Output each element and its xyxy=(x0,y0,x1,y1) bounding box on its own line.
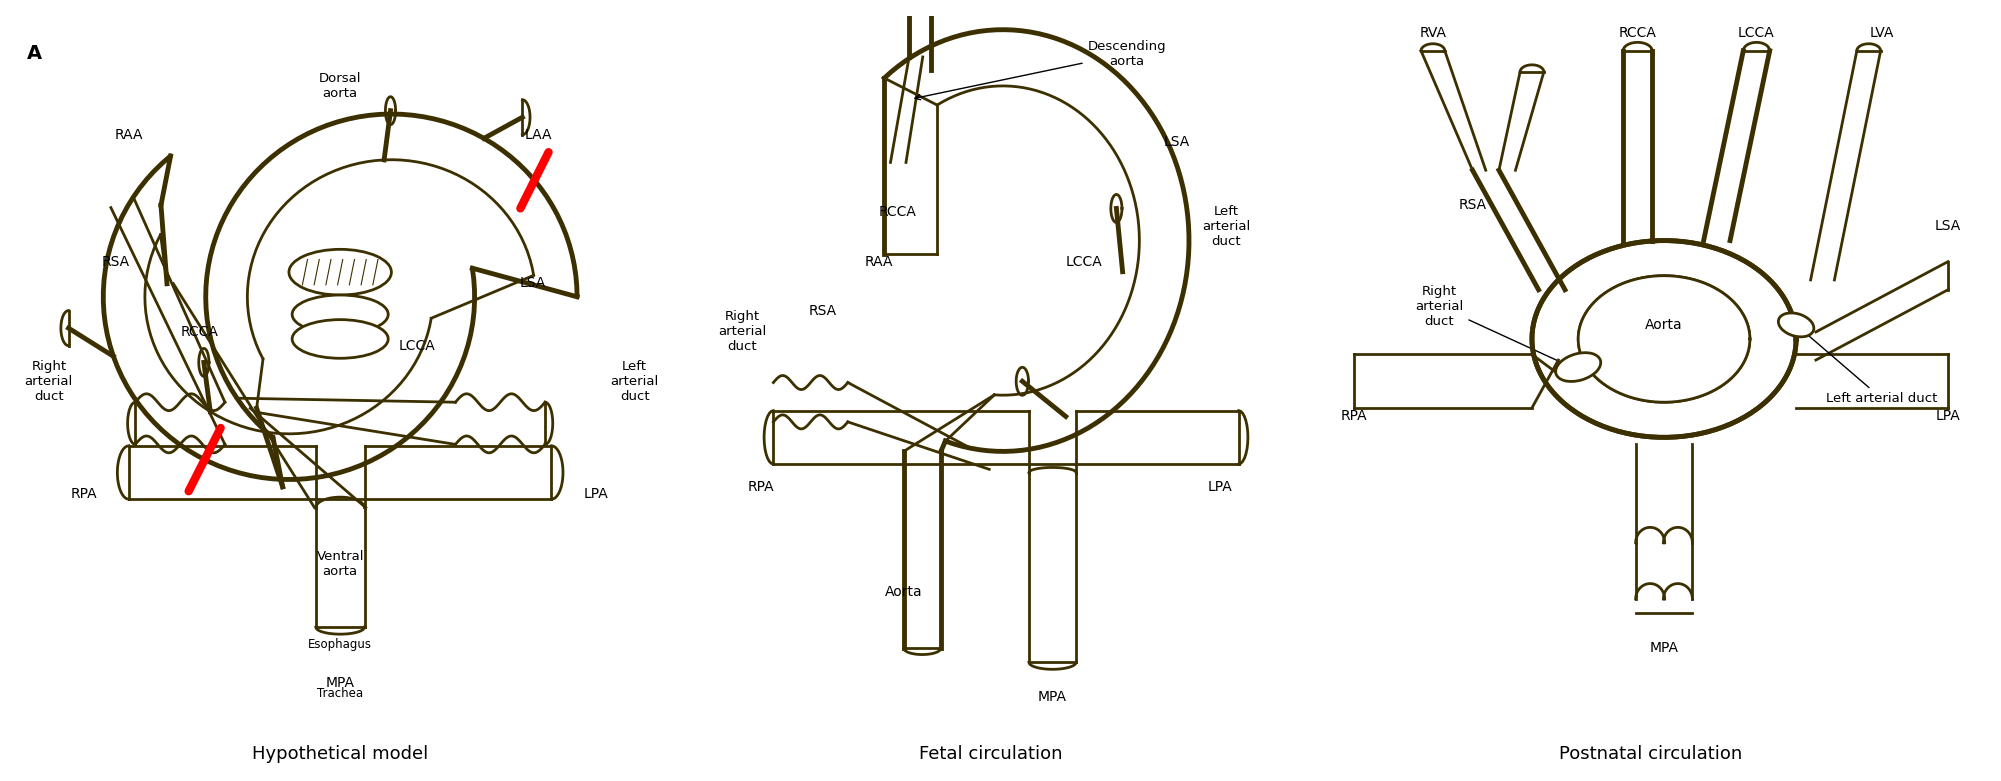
Text: Dorsal
aorta: Dorsal aorta xyxy=(318,72,362,100)
Text: Right
arterial
duct: Right arterial duct xyxy=(24,359,72,403)
Text: RCCA: RCCA xyxy=(1619,27,1657,40)
Text: A: A xyxy=(26,44,42,62)
Text: Left
arterial
duct: Left arterial duct xyxy=(610,359,658,403)
Text: RVA: RVA xyxy=(1419,27,1447,40)
Ellipse shape xyxy=(288,249,392,295)
Text: Left arterial duct: Left arterial duct xyxy=(1799,328,1937,405)
Text: LCCA: LCCA xyxy=(1065,255,1103,269)
Text: RCCA: RCCA xyxy=(180,325,218,339)
Text: Ventral
aorta: Ventral aorta xyxy=(316,550,364,578)
Text: Hypothetical model: Hypothetical model xyxy=(252,744,428,763)
Text: RSA: RSA xyxy=(102,255,130,269)
Text: RPA: RPA xyxy=(748,480,774,494)
Text: Descending
aorta: Descending aorta xyxy=(914,40,1167,100)
Text: Aorta: Aorta xyxy=(884,585,922,599)
Text: RAA: RAA xyxy=(864,255,892,269)
Text: Trachea: Trachea xyxy=(316,687,364,701)
Text: LAA: LAA xyxy=(524,128,552,142)
Text: LPA: LPA xyxy=(1935,409,1961,423)
Text: RAA: RAA xyxy=(114,128,144,142)
Ellipse shape xyxy=(292,295,388,333)
Text: Aorta: Aorta xyxy=(1645,318,1683,332)
Text: MPA: MPA xyxy=(326,676,354,690)
Text: RPA: RPA xyxy=(70,487,98,501)
Text: Right
arterial
duct: Right arterial duct xyxy=(718,310,766,354)
Text: MPA: MPA xyxy=(1039,690,1067,704)
Text: LCCA: LCCA xyxy=(1739,27,1775,40)
Text: LPA: LPA xyxy=(584,487,608,501)
Text: Postnatal circulation: Postnatal circulation xyxy=(1559,744,1743,763)
Polygon shape xyxy=(1579,276,1751,402)
Ellipse shape xyxy=(1779,313,1813,337)
Text: RSA: RSA xyxy=(1459,198,1487,212)
Text: RPA: RPA xyxy=(1341,409,1367,423)
Text: LSA: LSA xyxy=(1935,219,1961,234)
Text: LCCA: LCCA xyxy=(398,339,436,353)
Text: Left
arterial
duct: Left arterial duct xyxy=(1203,205,1251,248)
Polygon shape xyxy=(1533,241,1797,437)
Text: RSA: RSA xyxy=(808,304,836,318)
Text: MPA: MPA xyxy=(1649,641,1679,655)
Ellipse shape xyxy=(1555,353,1601,381)
Ellipse shape xyxy=(292,319,388,358)
Text: LVA: LVA xyxy=(1869,27,1895,40)
Text: Esophagus: Esophagus xyxy=(308,638,372,651)
Text: LSA: LSA xyxy=(1163,135,1191,149)
Text: LPA: LPA xyxy=(1209,480,1233,494)
Text: RCCA: RCCA xyxy=(878,205,916,219)
Text: Right
arterial
duct: Right arterial duct xyxy=(1415,285,1567,366)
Text: LSA: LSA xyxy=(518,276,546,290)
Text: Fetal circulation: Fetal circulation xyxy=(918,744,1063,763)
